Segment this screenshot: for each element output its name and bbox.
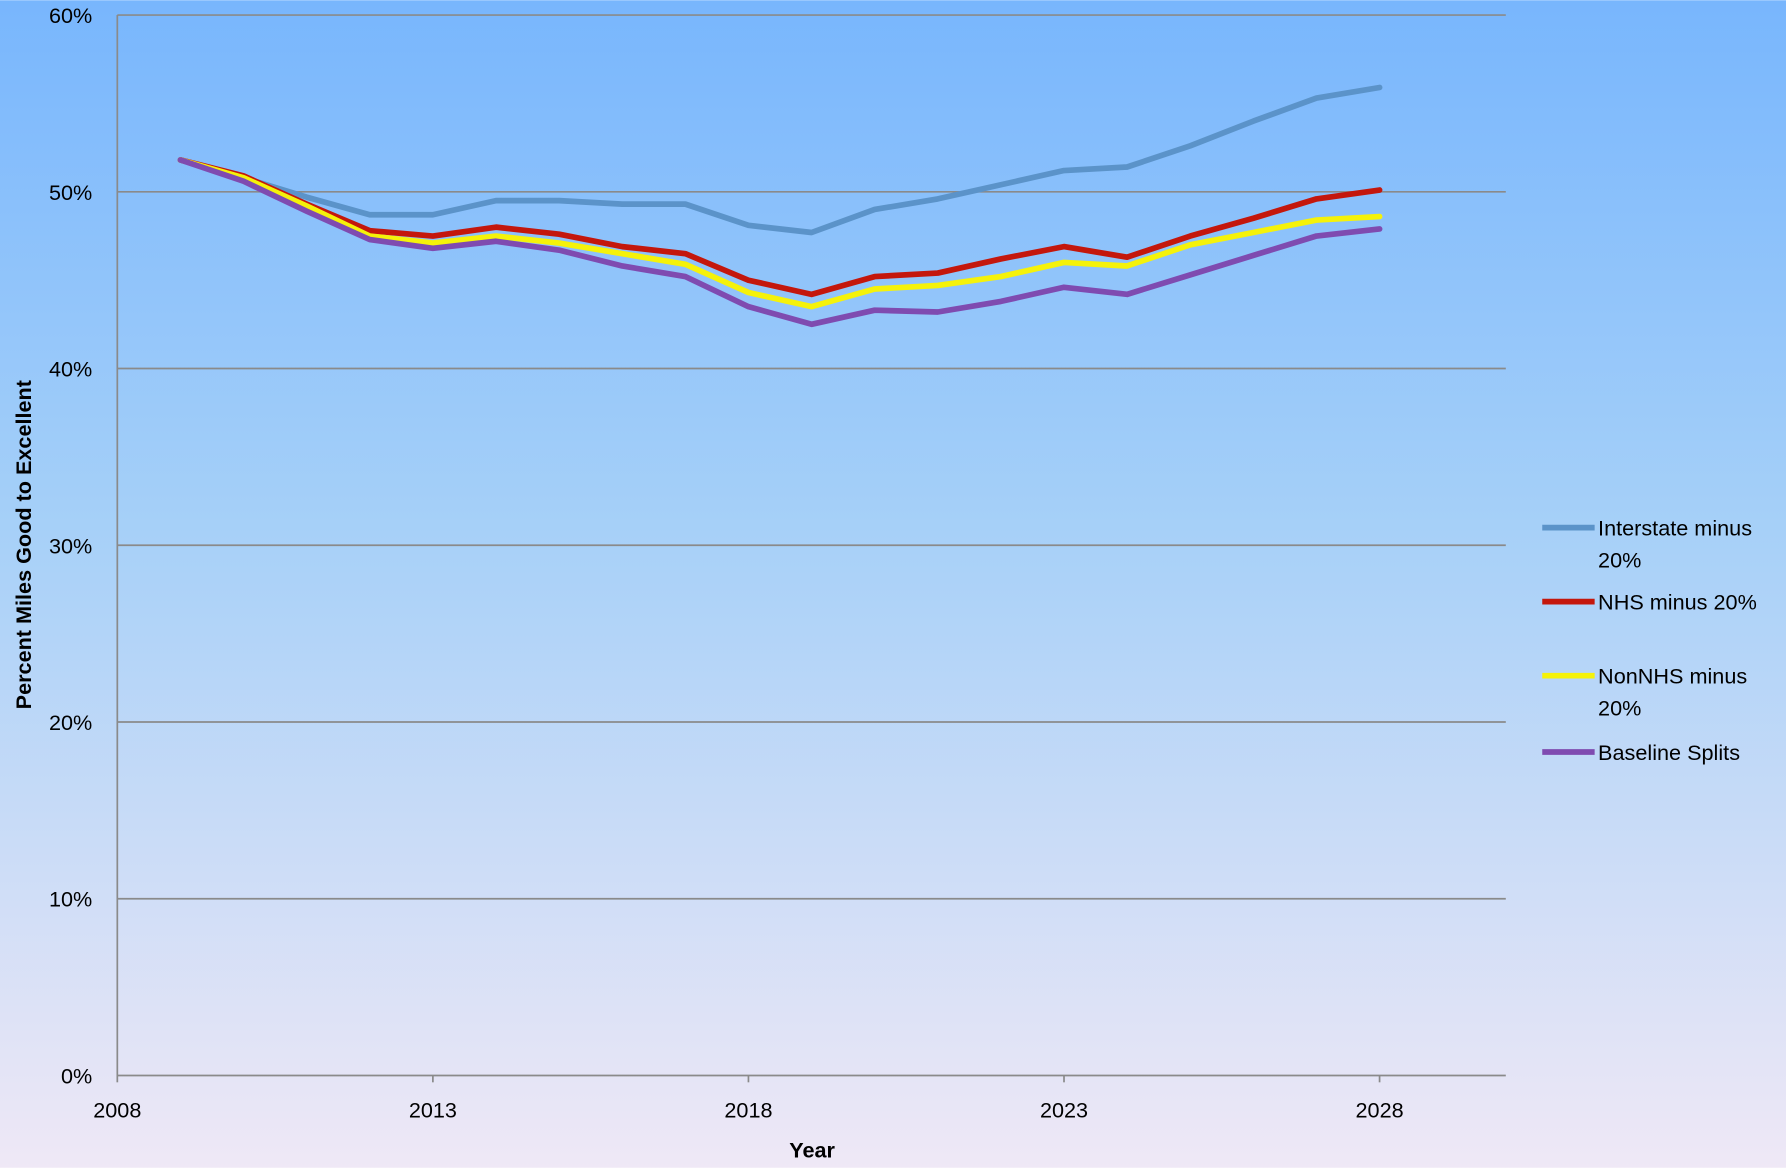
x-tick-label: 2008	[93, 1098, 141, 1123]
y-tick-label: 60%	[49, 3, 92, 28]
legend-entry: NonNHS minus 20%	[1598, 665, 1748, 722]
y-tick-label: 50%	[49, 180, 92, 205]
series-line	[177, 84, 1383, 236]
legend-entry: Baseline Splits	[1598, 741, 1741, 766]
x-axis-title: Year	[789, 1138, 835, 1163]
x-tick-label: 2013	[409, 1098, 457, 1123]
legend-entry: NHS minus 20%	[1598, 591, 1757, 616]
legend-entry: Interstate minus 20%	[1598, 517, 1753, 574]
y-tick-label: 0%	[61, 1063, 92, 1088]
series-line	[177, 157, 1383, 310]
series-line	[177, 157, 1383, 298]
y-tick-label: 30%	[49, 533, 92, 558]
y-tick-label: 20%	[49, 710, 92, 735]
legend-label: Baseline Splits	[1598, 741, 1741, 766]
series-line	[177, 157, 1383, 328]
y-axis-title: Percent Miles Good to Excellent	[11, 380, 36, 709]
legend-label: NHS minus 20%	[1598, 591, 1757, 616]
x-tick-label: 2028	[1356, 1098, 1404, 1123]
legend-label: NonNHS minus 20%	[1598, 665, 1748, 722]
y-tick-label: 40%	[49, 357, 92, 382]
legend-label: Interstate minus 20%	[1598, 517, 1753, 574]
x-tick-label: 2023	[1040, 1098, 1088, 1123]
x-tick-label: 2018	[724, 1098, 772, 1123]
y-tick-label: 10%	[49, 887, 92, 912]
